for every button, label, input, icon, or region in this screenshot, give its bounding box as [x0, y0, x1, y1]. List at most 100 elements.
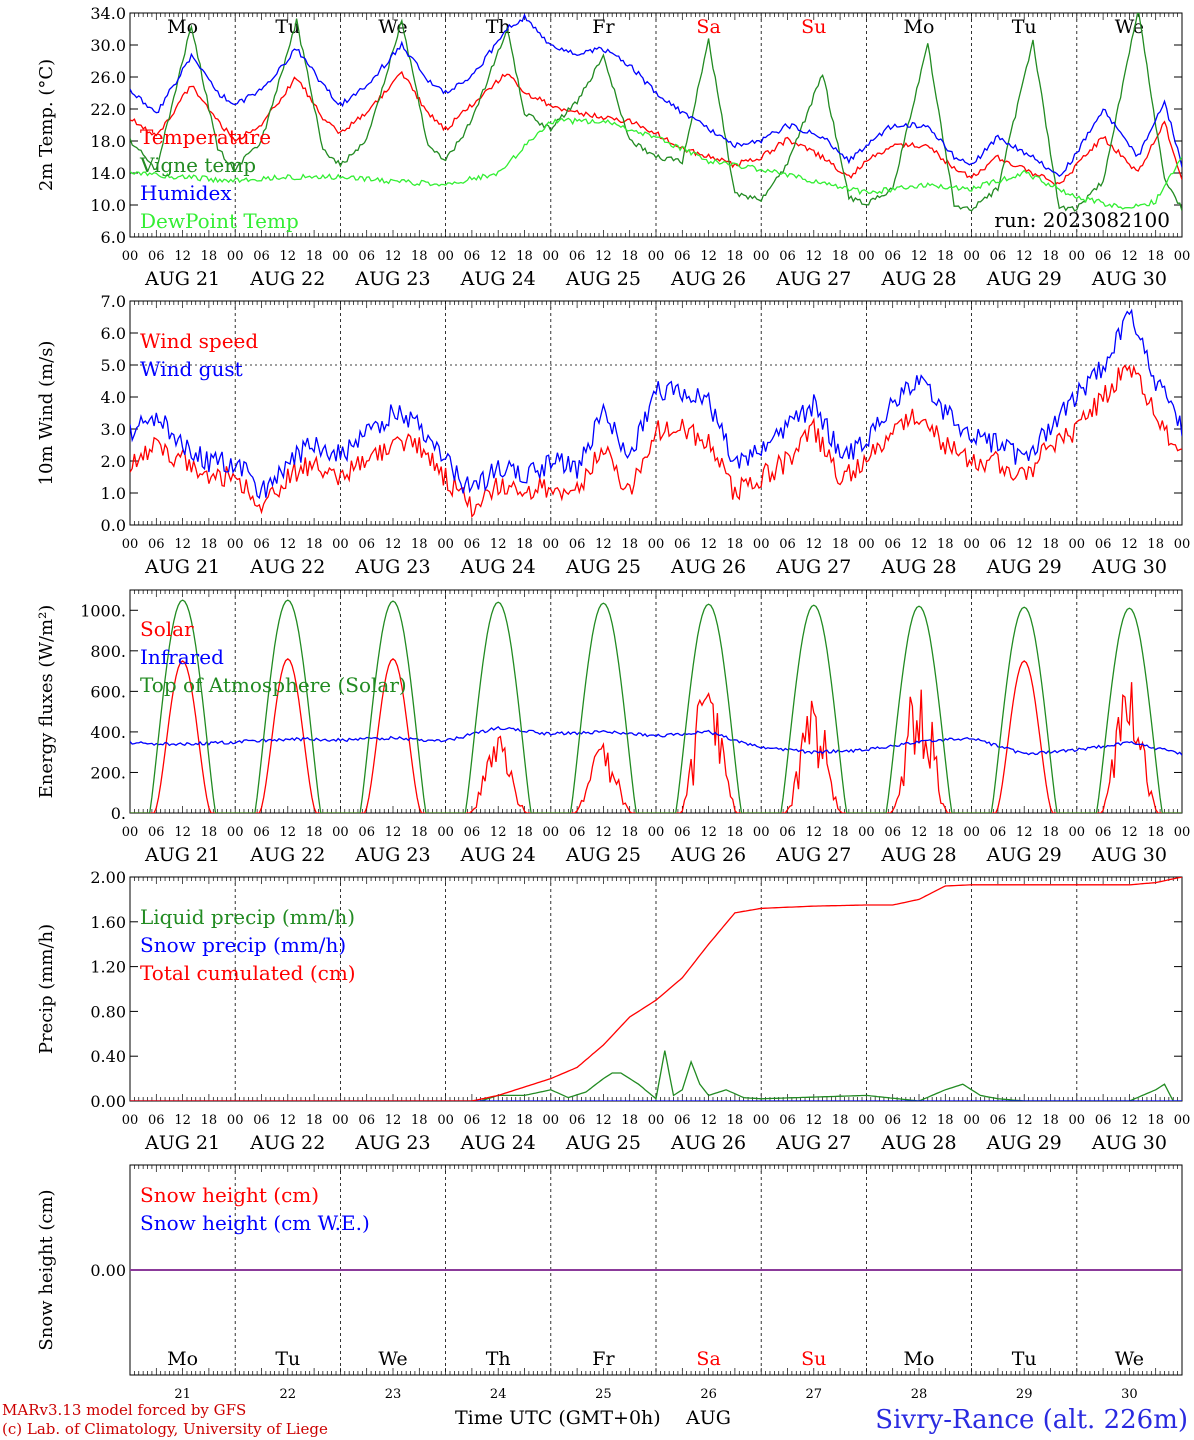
- hour-tick-label: 06: [569, 249, 586, 264]
- hour-tick-label: 18: [306, 537, 323, 552]
- hour-tick-label: 12: [1016, 537, 1033, 552]
- hour-tick-label: 00: [332, 825, 349, 840]
- hour-tick-label: 18: [937, 825, 954, 840]
- panel-frame: [129, 589, 1183, 814]
- hour-tick-label: 12: [490, 249, 507, 264]
- hour-tick-label: 12: [700, 1113, 717, 1128]
- date-label: AUG 22: [249, 268, 325, 290]
- day-abbr: Mo: [904, 1348, 935, 1370]
- hour-tick-label: 00: [543, 1113, 560, 1128]
- y-tick-label: 400.: [90, 723, 126, 742]
- hour-tick-label: 18: [411, 825, 428, 840]
- series-top-of-atmosphere-solar-: [130, 599, 1182, 813]
- hour-tick-label: 18: [201, 825, 218, 840]
- date-label: AUG 27: [775, 1132, 851, 1154]
- day-abbr: Tu: [1012, 16, 1037, 38]
- hour-tick-label: 12: [806, 825, 823, 840]
- day-abbr: We: [378, 16, 407, 38]
- hour-tick-label: 18: [832, 825, 849, 840]
- hour-tick-label: 00: [1174, 825, 1191, 840]
- y-tick-label: 0.: [111, 804, 126, 823]
- day-abbr: Tu: [275, 1348, 300, 1370]
- hour-tick-label: 00: [1069, 1113, 1086, 1128]
- date-label: AUG 29: [986, 556, 1062, 578]
- hour-tick-label: 18: [621, 1113, 638, 1128]
- day-abbr: Su: [801, 1348, 826, 1370]
- hour-tick-label: 18: [727, 249, 744, 264]
- hour-tick-label: 00: [753, 825, 770, 840]
- hour-tick-label: 06: [358, 1113, 375, 1128]
- day-abbr: We: [1115, 1348, 1144, 1370]
- hour-tick-label: 18: [621, 537, 638, 552]
- hour-tick-label: 00: [1174, 249, 1191, 264]
- date-label: AUG 27: [775, 844, 851, 866]
- day-abbr: Mo: [167, 1348, 198, 1370]
- date-label: AUG 21: [144, 1132, 220, 1154]
- y-axis-label: Snow height (cm): [36, 1189, 57, 1350]
- model-credit: MARv3.13 model forced by GFS: [2, 1401, 246, 1419]
- y-axis-label: Precip (mm/h): [36, 924, 57, 1054]
- day-abbr: We: [1115, 16, 1144, 38]
- hour-tick-label: 06: [990, 249, 1007, 264]
- hour-tick-label: 06: [569, 825, 586, 840]
- day-abbr: Sa: [696, 1348, 720, 1370]
- day-abbr: Mo: [167, 16, 198, 38]
- legend-item: DewPoint Temp: [140, 209, 299, 233]
- hour-tick-label: 00: [332, 1113, 349, 1128]
- hour-tick-label: 00: [227, 537, 244, 552]
- time-axis-label: Time UTC (GMT+0h): [455, 1407, 661, 1429]
- hour-tick-label: 18: [1042, 249, 1059, 264]
- day-abbr: Mo: [904, 16, 935, 38]
- hour-tick-label: 06: [358, 537, 375, 552]
- hour-tick-label: 06: [990, 1113, 1007, 1128]
- hour-tick-label: 00: [1174, 537, 1191, 552]
- hour-tick-label: 00: [1069, 825, 1086, 840]
- hour-tick-label: 18: [832, 537, 849, 552]
- legend-item: Snow height (cm): [140, 1183, 319, 1207]
- hour-tick-label: 18: [516, 249, 533, 264]
- hour-tick-label: 06: [253, 537, 270, 552]
- series-vigne-temp: [130, 13, 1182, 212]
- y-axis-label: Energy fluxes (W/m²): [36, 605, 57, 799]
- hour-tick-label: 12: [700, 537, 717, 552]
- hour-tick-label: 18: [516, 1113, 533, 1128]
- hour-tick-label: 18: [727, 1113, 744, 1128]
- date-label: AUG 26: [670, 556, 746, 578]
- date-label: AUG 29: [986, 268, 1062, 290]
- hour-tick-label: 12: [280, 537, 297, 552]
- y-tick-label: 2.00: [90, 868, 126, 887]
- day-number: 22: [280, 1387, 297, 1402]
- date-label: AUG 23: [354, 1132, 430, 1154]
- hour-tick-label: 00: [437, 249, 454, 264]
- date-label: AUG 28: [880, 268, 956, 290]
- hour-tick-label: 00: [858, 825, 875, 840]
- y-tick-label: 0.40: [90, 1047, 126, 1066]
- date-label: AUG 30: [1091, 556, 1167, 578]
- hour-tick-label: 12: [1016, 825, 1033, 840]
- date-label: AUG 24: [460, 1132, 536, 1154]
- series-humidex: [130, 13, 1182, 178]
- hour-tick-label: 18: [1042, 825, 1059, 840]
- date-label: AUG 28: [880, 556, 956, 578]
- hour-tick-label: 06: [884, 1113, 901, 1128]
- day-abbr: Sa: [696, 16, 720, 38]
- series-group: [130, 13, 1182, 212]
- hour-tick-label: 00: [648, 249, 665, 264]
- hour-tick-label: 06: [148, 1113, 165, 1128]
- hour-tick-label: 12: [385, 537, 402, 552]
- day-abbr: Su: [801, 16, 826, 38]
- hour-tick-label: 12: [490, 537, 507, 552]
- day-abbr: Fr: [592, 16, 615, 38]
- date-label: AUG 25: [565, 556, 641, 578]
- series-wind-speed: [130, 364, 1182, 519]
- hour-tick-label: 06: [884, 825, 901, 840]
- hour-tick-label: 06: [1095, 825, 1112, 840]
- hour-tick-label: 12: [806, 249, 823, 264]
- y-tick-label: 600.: [90, 682, 126, 701]
- y-tick-label: 2.0: [101, 452, 126, 471]
- date-label: AUG 25: [565, 268, 641, 290]
- day-abbr: Tu: [1012, 1348, 1037, 1370]
- y-tick-label: 200.: [90, 763, 126, 782]
- hour-tick-label: 18: [621, 249, 638, 264]
